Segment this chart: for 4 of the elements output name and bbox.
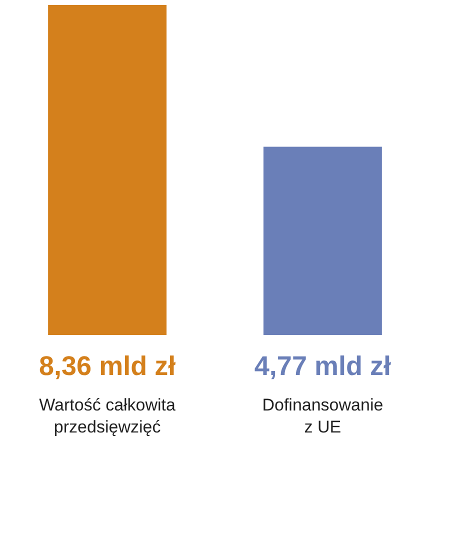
- data-label: 4,77 mld zł: [254, 351, 392, 381]
- x-tick-label: Wartość całkowita przedsięwzięć: [39, 396, 176, 436]
- x-tick-label: Dofinansowanie z UE: [262, 396, 384, 436]
- data-label: 8,36 mld zł: [39, 351, 176, 381]
